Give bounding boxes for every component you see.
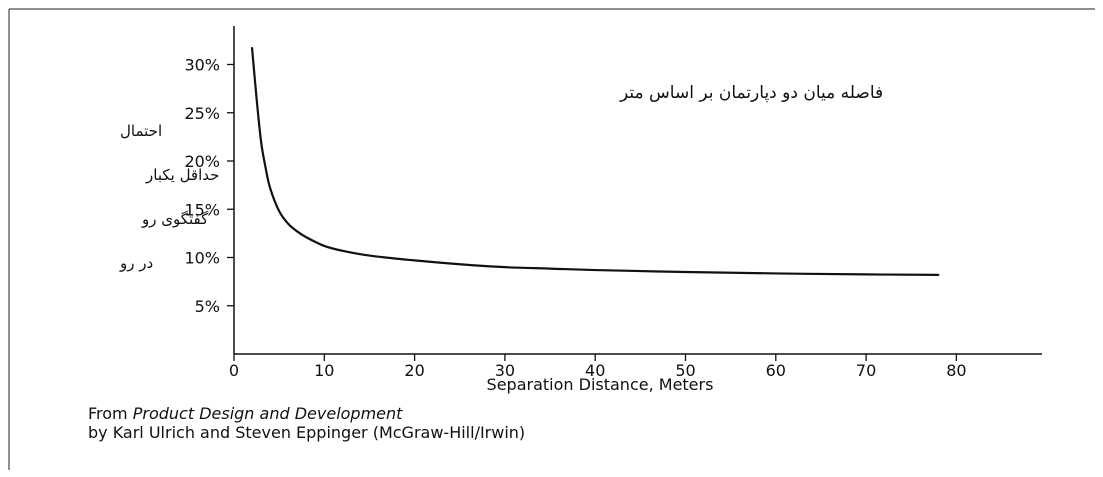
y-tick-label-15: 15% xyxy=(184,200,220,219)
x-tick-label-80: 80 xyxy=(946,361,966,380)
y-ticks: 5% 10% 15% 20% 25% 30% xyxy=(184,56,234,316)
credit-line-1: From Product Design and Development xyxy=(88,404,525,423)
y-axis-label-line-1: احتمال xyxy=(120,122,162,140)
x-tick-label-50: 50 xyxy=(675,361,695,380)
credit-book-title: Product Design and Development xyxy=(132,404,403,423)
y-axis-label-line-3: گفتگوی رو xyxy=(141,210,209,228)
chart-annotation: فاصله میان دو دپارتمان بر اساس متر xyxy=(619,83,883,103)
x-axis-label: Separation Distance, Meters xyxy=(487,375,714,394)
source-credit: From Product Design and Development by K… xyxy=(88,404,525,442)
y-axis-label-line-4: در رو xyxy=(119,254,153,272)
y-tick-label-30: 30% xyxy=(184,56,220,75)
x-tick-label-40: 40 xyxy=(585,361,605,380)
series-line-0 xyxy=(250,46,940,276)
y-tick-label-25: 25% xyxy=(184,104,220,123)
x-tick-label-60: 60 xyxy=(766,361,786,380)
x-tick-label-10: 10 xyxy=(314,361,334,380)
x-tick-label-70: 70 xyxy=(856,361,876,380)
y-axis-label-line-2: حداقل یکبار xyxy=(145,166,219,184)
credit-line-2: by Karl Ulrich and Steven Eppinger (McGr… xyxy=(88,423,526,442)
y-tick-label-20: 20% xyxy=(184,152,220,171)
x-tick-label-30: 30 xyxy=(495,361,515,380)
series-layer xyxy=(250,46,940,276)
x-tick-label-0: 0 xyxy=(229,361,239,380)
y-tick-label-5: 5% xyxy=(195,297,220,316)
y-tick-label-10: 10% xyxy=(184,249,220,268)
x-tick-label-20: 20 xyxy=(404,361,424,380)
x-ticks: 0 10 20 30 40 50 60 70 80 xyxy=(229,354,967,380)
credit-prefix: From xyxy=(88,404,133,423)
